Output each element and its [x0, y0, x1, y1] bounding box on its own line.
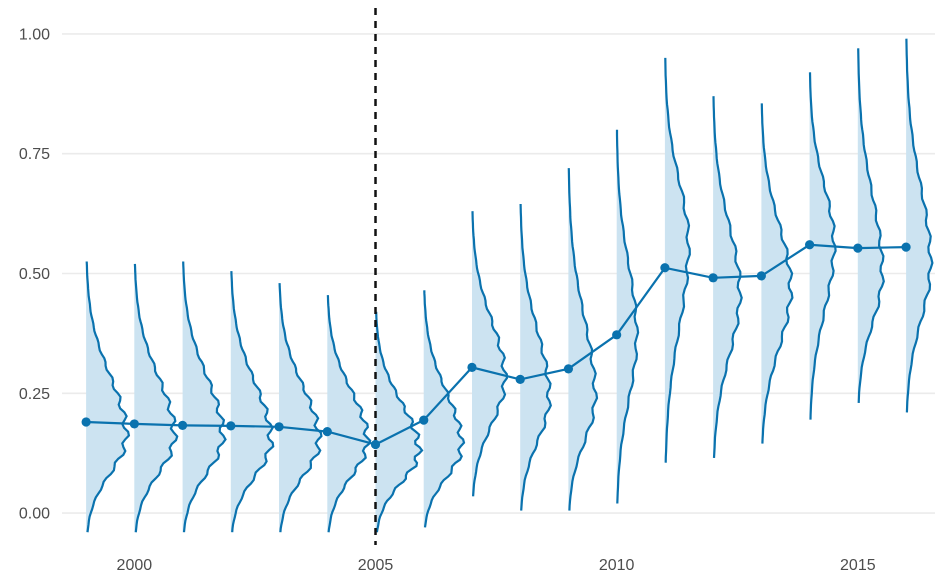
- density-curve: [375, 311, 424, 533]
- density-area: [86, 261, 129, 533]
- density-curve: [519, 203, 552, 511]
- x-axis-tick-labels: 2000 2005 2010 2015: [117, 557, 876, 574]
- density-area: [327, 295, 371, 533]
- density-curve: [85, 261, 131, 533]
- data-point: [274, 422, 284, 432]
- data-point: [226, 421, 236, 431]
- x-tick-label: 2000: [117, 557, 153, 574]
- density-curve: [278, 283, 323, 533]
- series-group: [81, 240, 911, 450]
- data-point: [129, 419, 139, 429]
- density-area: [520, 204, 551, 511]
- data-point: [804, 240, 815, 250]
- density-area: [375, 311, 422, 533]
- density-area: [279, 283, 322, 533]
- series-line: [86, 243, 907, 446]
- data-point: [853, 243, 863, 253]
- data-point: [660, 263, 670, 273]
- density-curve: [326, 295, 372, 533]
- density-area: [230, 271, 274, 533]
- density-area: [857, 48, 884, 403]
- data-point: [467, 362, 477, 373]
- data-point: [81, 417, 91, 427]
- y-tick-label: 0.75: [19, 146, 50, 163]
- data-point: [901, 242, 911, 252]
- density-curve: [471, 211, 509, 497]
- data-point: [612, 330, 622, 340]
- density-area: [134, 263, 178, 533]
- density-curve: [905, 38, 934, 413]
- y-tick-label: 0.50: [19, 266, 50, 283]
- y-tick-label: 1.00: [19, 26, 50, 43]
- density-curve: [230, 271, 275, 533]
- density-area: [906, 38, 933, 413]
- density-curve: [615, 129, 640, 504]
- distributions: [85, 38, 934, 533]
- data-point: [322, 427, 332, 437]
- density-area: [472, 211, 507, 497]
- density-curve: [760, 103, 794, 444]
- data-point: [515, 374, 525, 384]
- density-curve: [664, 57, 691, 463]
- x-tick-label: 2005: [358, 557, 394, 574]
- density-area: [182, 261, 226, 533]
- x-tick-label: 2015: [840, 557, 876, 574]
- density-area: [423, 290, 464, 528]
- y-tick-label: 0.25: [19, 386, 50, 403]
- x-tick-label: 2010: [599, 557, 635, 574]
- data-point: [370, 439, 381, 450]
- data-point: [756, 271, 766, 281]
- density-area: [664, 57, 690, 463]
- data-point: [177, 420, 188, 430]
- data-point: [708, 273, 718, 283]
- density-curve: [133, 263, 179, 533]
- data-point: [419, 415, 429, 425]
- y-axis-tick-labels: 0.00 0.25 0.50 0.75 1.00: [19, 26, 50, 522]
- y-tick-label: 0.00: [19, 506, 50, 523]
- density-curve: [857, 48, 885, 403]
- density-curve: [567, 168, 599, 511]
- density-curve: [423, 290, 466, 528]
- data-point: [563, 364, 574, 374]
- density-area: [568, 168, 597, 511]
- density-curve: [182, 261, 227, 533]
